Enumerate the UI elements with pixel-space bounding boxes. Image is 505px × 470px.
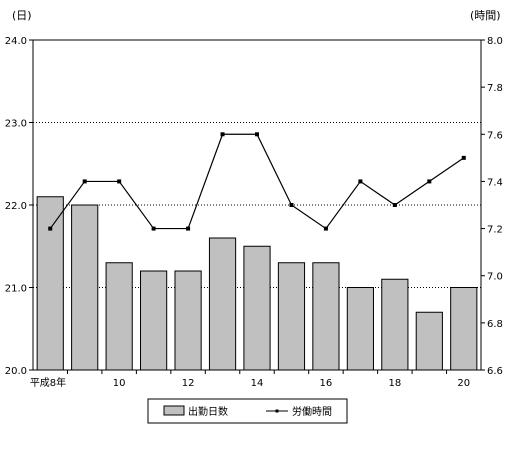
line-point: [323, 226, 328, 231]
right-tick-label: 7.6: [487, 130, 503, 141]
line-point: [289, 203, 294, 207]
left-tick-label: 23.0: [5, 119, 27, 130]
right-tick-label: 6.8: [487, 319, 503, 330]
bar-series: [36, 196, 478, 371]
line-point: [427, 179, 432, 184]
line-point: [255, 132, 259, 137]
x-tick-label: 16: [320, 378, 333, 389]
bar: [105, 262, 133, 371]
bar: [381, 278, 409, 371]
legend-line-marker: [275, 409, 279, 413]
left-axis-unit: (日): [12, 9, 32, 22]
bar: [208, 237, 237, 371]
legend-line-label: 労働時間: [292, 405, 332, 418]
bar: [346, 287, 374, 371]
x-tick-label: 14: [251, 378, 264, 389]
right-axis-unit: (時間): [470, 9, 501, 22]
line-point: [220, 132, 225, 137]
line-point: [82, 179, 87, 184]
right-axis-ticks: 6.6 6.8 7.0 7.2 7.4 7.6 7.8 8.0: [481, 36, 503, 377]
legend: 出勤日数 労働時間: [147, 398, 348, 424]
line-point: [392, 203, 397, 207]
bar: [174, 270, 202, 371]
right-tick-label: 7.0: [487, 272, 503, 283]
x-axis-ticks: 平成8年 10 12 14 16 18 20: [30, 370, 470, 389]
line-point: [48, 226, 53, 231]
bar: [312, 262, 340, 371]
left-tick-label: 24.0: [5, 36, 27, 47]
bar: [71, 204, 99, 371]
x-tick-label: 平成8年: [30, 376, 66, 389]
line-point: [461, 155, 466, 160]
x-tick-label: 20: [457, 378, 470, 389]
bar: [140, 270, 168, 371]
bar: [36, 196, 64, 371]
left-tick-label: 20.0: [5, 366, 27, 377]
line-point: [358, 179, 363, 184]
left-tick-label: 22.0: [5, 201, 27, 212]
right-tick-label: 7.8: [487, 83, 503, 94]
bar: [450, 287, 478, 371]
line-point: [186, 226, 191, 231]
line-series: [48, 132, 466, 231]
left-axis-ticks: 20.0 21.0 22.0 23.0 24.0: [5, 36, 33, 377]
left-tick-label: 21.0: [5, 284, 27, 295]
x-tick-label: 10: [113, 378, 126, 389]
bar: [277, 262, 306, 371]
bar: [415, 311, 443, 371]
right-tick-label: 7.2: [487, 225, 503, 236]
bar: [243, 245, 271, 371]
right-tick-label: 6.6: [487, 366, 503, 377]
line-point: [151, 226, 156, 231]
line-point: [117, 179, 122, 184]
x-tick-label: 12: [182, 378, 195, 389]
legend-bar-label: 出勤日数: [188, 405, 228, 418]
series-line: [49, 133, 465, 230]
right-tick-label: 8.0: [487, 36, 503, 47]
x-tick-label: 18: [388, 378, 401, 389]
right-tick-label: 7.4: [487, 177, 503, 188]
legend-bar-swatch: [163, 405, 185, 416]
